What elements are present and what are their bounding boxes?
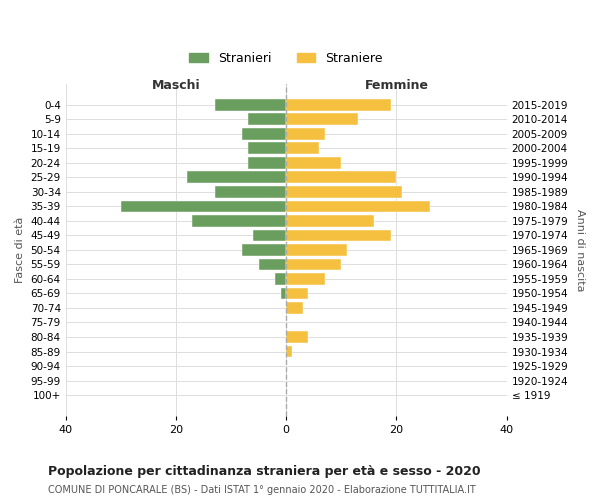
Bar [253, 230, 286, 241]
Bar [286, 186, 402, 198]
Bar [248, 114, 286, 125]
Bar [242, 244, 286, 256]
Bar [286, 172, 397, 183]
Bar [121, 200, 286, 212]
Bar [259, 258, 286, 270]
Bar [187, 172, 286, 183]
Y-axis label: Fasce di età: Fasce di età [15, 216, 25, 283]
Bar [286, 273, 325, 284]
Y-axis label: Anni di nascita: Anni di nascita [575, 208, 585, 291]
Bar [248, 142, 286, 154]
Bar [286, 142, 319, 154]
Text: Maschi: Maschi [152, 78, 200, 92]
Bar [215, 186, 286, 198]
Bar [286, 230, 391, 241]
Bar [286, 99, 391, 110]
Bar [286, 331, 308, 343]
Bar [286, 258, 341, 270]
Bar [286, 346, 292, 358]
Bar [286, 157, 341, 168]
Text: Femmine: Femmine [364, 78, 428, 92]
Bar [281, 288, 286, 299]
Bar [286, 215, 374, 226]
Bar [286, 200, 430, 212]
Bar [215, 99, 286, 110]
Bar [286, 244, 347, 256]
Bar [286, 302, 303, 314]
Bar [193, 215, 286, 226]
Text: Popolazione per cittadinanza straniera per età e sesso - 2020: Popolazione per cittadinanza straniera p… [48, 465, 481, 478]
Bar [286, 128, 325, 140]
Bar [286, 288, 308, 299]
Text: COMUNE DI PONCARALE (BS) - Dati ISTAT 1° gennaio 2020 - Elaborazione TUTTITALIA.: COMUNE DI PONCARALE (BS) - Dati ISTAT 1°… [48, 485, 476, 495]
Legend: Stranieri, Straniere: Stranieri, Straniere [184, 47, 388, 70]
Bar [275, 273, 286, 284]
Bar [248, 157, 286, 168]
Bar [242, 128, 286, 140]
Bar [286, 114, 358, 125]
